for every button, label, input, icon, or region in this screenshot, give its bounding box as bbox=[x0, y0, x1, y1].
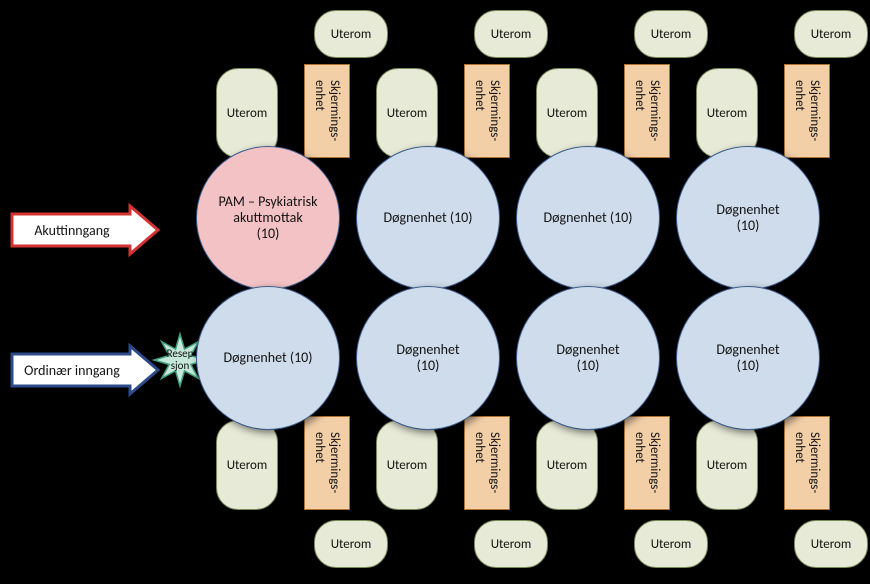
unit-row2-c1: Døgnenhet(10) bbox=[356, 286, 500, 430]
unit-row2-c0: Døgnenhet (10) bbox=[196, 286, 340, 430]
uterom-top-small-c2: Uterom bbox=[634, 10, 708, 58]
arrow-label-akutt: Akuttinngang bbox=[16, 214, 128, 246]
skjerming-bot-c2: Skjermings-enhet bbox=[624, 416, 670, 510]
uterom-top-side-c2: Uterom bbox=[536, 68, 598, 158]
skjerming-top-c1: Skjermings-enhet bbox=[464, 64, 510, 158]
uterom-top-side-c1: Uterom bbox=[376, 68, 438, 158]
skjerming-bot-c3: Skjermings-enhet bbox=[784, 416, 830, 510]
unit-row1-c2: Døgnenhet (10) bbox=[516, 146, 660, 290]
unit-row1-c1: Døgnenhet (10) bbox=[356, 146, 500, 290]
uterom-bot-small-c0: Uterom bbox=[314, 520, 388, 568]
unit-row1-c3: Døgnenhet(10) bbox=[676, 146, 820, 290]
arrow-label-ordinaer: Ordinær inngang bbox=[16, 354, 128, 386]
skjerming-top-c0: Skjermings-enhet bbox=[304, 64, 350, 158]
uterom-top-small-c3: Uterom bbox=[794, 10, 868, 58]
uterom-top-small-c0: Uterom bbox=[314, 10, 388, 58]
uterom-top-small-c1: Uterom bbox=[474, 10, 548, 58]
uterom-bot-small-c2: Uterom bbox=[634, 520, 708, 568]
uterom-bot-small-c1: Uterom bbox=[474, 520, 548, 568]
skjerming-bot-c1: Skjermings-enhet bbox=[464, 416, 510, 510]
skjerming-top-c2: Skjermings-enhet bbox=[624, 64, 670, 158]
uterom-top-side-c3: Uterom bbox=[696, 68, 758, 158]
uterom-bot-side-c2: Uterom bbox=[536, 420, 598, 510]
unit-row1-c0: PAM – Psykiatriskakuttmottak(10) bbox=[196, 146, 340, 290]
uterom-top-side-c0: Uterom bbox=[216, 68, 278, 158]
skjerming-top-c3: Skjermings-enhet bbox=[784, 64, 830, 158]
uterom-bot-small-c3: Uterom bbox=[794, 520, 868, 568]
unit-row2-c3: Døgnenhet(10) bbox=[676, 286, 820, 430]
uterom-bot-side-c3: Uterom bbox=[696, 420, 758, 510]
uterom-bot-side-c0: Uterom bbox=[216, 420, 278, 510]
unit-row2-c2: Døgnenhet(10) bbox=[516, 286, 660, 430]
skjerming-bot-c0: Skjermings-enhet bbox=[304, 416, 350, 510]
uterom-bot-side-c1: Uterom bbox=[376, 420, 438, 510]
